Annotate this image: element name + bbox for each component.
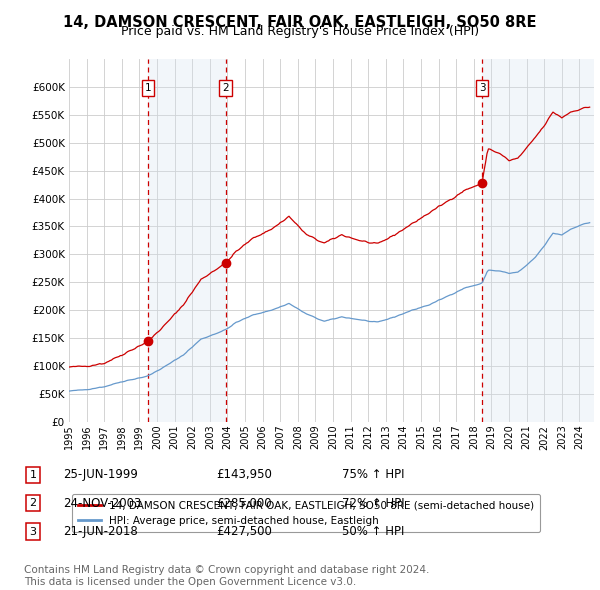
Text: 24-NOV-2003: 24-NOV-2003 <box>63 497 142 510</box>
Text: 25-JUN-1999: 25-JUN-1999 <box>63 468 138 481</box>
Text: 1: 1 <box>29 470 37 480</box>
Text: 50% ↑ HPI: 50% ↑ HPI <box>342 525 404 538</box>
Text: 21-JUN-2018: 21-JUN-2018 <box>63 525 138 538</box>
Text: 1: 1 <box>145 83 151 93</box>
Text: Price paid vs. HM Land Registry's House Price Index (HPI): Price paid vs. HM Land Registry's House … <box>121 25 479 38</box>
Text: 72% ↑ HPI: 72% ↑ HPI <box>342 497 404 510</box>
Text: 3: 3 <box>479 83 485 93</box>
Text: 2: 2 <box>223 83 229 93</box>
Bar <box>148 59 226 422</box>
Text: 3: 3 <box>29 527 37 536</box>
Text: Contains HM Land Registry data © Crown copyright and database right 2024.
This d: Contains HM Land Registry data © Crown c… <box>24 565 430 587</box>
Text: £285,000: £285,000 <box>216 497 272 510</box>
Text: 14, DAMSON CRESCENT, FAIR OAK, EASTLEIGH, SO50 8RE: 14, DAMSON CRESCENT, FAIR OAK, EASTLEIGH… <box>63 15 537 30</box>
Text: 75% ↑ HPI: 75% ↑ HPI <box>342 468 404 481</box>
Text: 2: 2 <box>29 499 37 508</box>
Text: £143,950: £143,950 <box>216 468 272 481</box>
Legend: 14, DAMSON CRESCENT, FAIR OAK, EASTLEIGH, SO50 8RE (semi-detached house), HPI: A: 14, DAMSON CRESCENT, FAIR OAK, EASTLEIGH… <box>71 494 541 532</box>
Bar <box>482 59 594 422</box>
Text: £427,500: £427,500 <box>216 525 272 538</box>
